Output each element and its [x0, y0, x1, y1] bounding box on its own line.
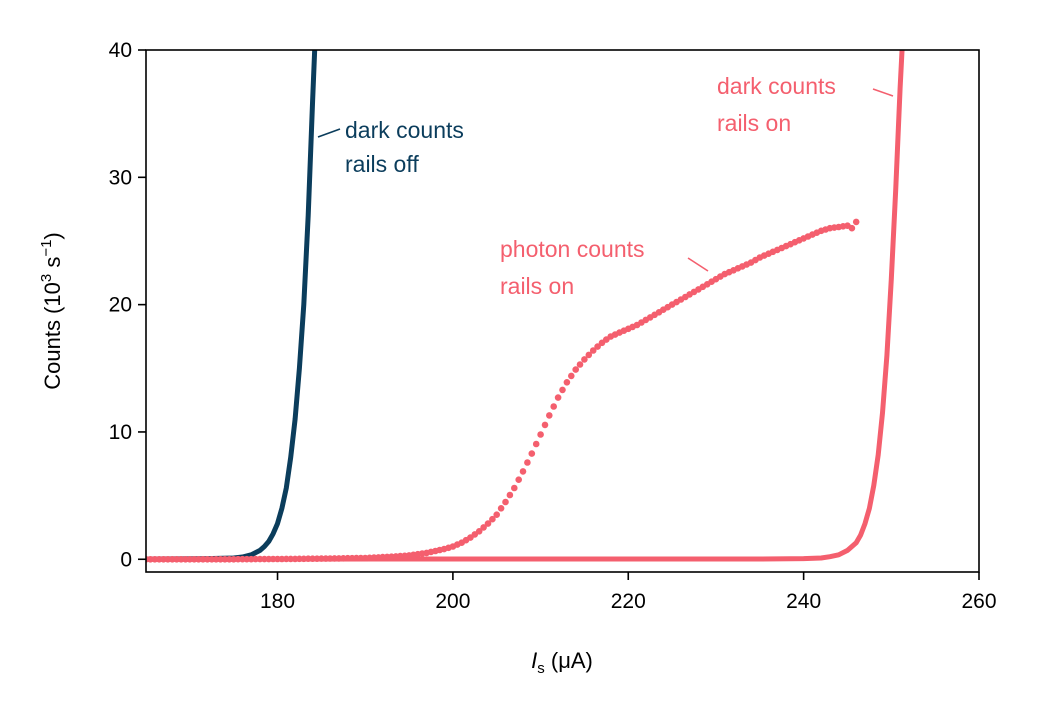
annotation-dark-off-line1: dark counts [345, 117, 464, 143]
annotation-dark-on-leader [872, 88, 894, 97]
y-axis-label: Counts (103 s−1) [38, 232, 65, 390]
data-point [475, 528, 483, 535]
data-point [515, 476, 522, 484]
data-point [528, 450, 536, 457]
data-point [480, 524, 487, 531]
x-axis-unit: (μA) [545, 648, 593, 673]
annotation-photon-on-leader [687, 257, 709, 272]
data-point [572, 366, 579, 373]
plot-frame [145, 49, 980, 573]
x-tick-label: 180 [260, 590, 295, 613]
y-tick-label: 30 [109, 166, 132, 189]
annotation-photon-on: photon counts rails on [500, 236, 709, 299]
data-point [506, 491, 514, 499]
data-point [554, 394, 562, 401]
y-axis-sup1: 3 [38, 274, 55, 282]
annotation-dark-off: dark counts rails off [317, 117, 464, 177]
data-point [484, 520, 492, 527]
x-tick-label: 240 [786, 590, 821, 613]
data-point [559, 386, 566, 394]
x-tick-label: 220 [611, 590, 646, 613]
x-axis-label: Is (μA) [531, 648, 593, 677]
axis-ticks: 180 200 220 240 260 0 10 20 30 40 [109, 39, 997, 613]
plot-area [146, 50, 905, 563]
annotation-photon-on-line1: photon counts [500, 236, 645, 262]
data-point [497, 505, 505, 512]
x-tick-label: 260 [961, 590, 996, 613]
annotation-dark-on-line1: dark counts [717, 73, 836, 99]
y-tick-label: 40 [109, 39, 132, 62]
annotation-dark-off-line2: rails off [345, 151, 419, 177]
data-point [511, 484, 518, 492]
y-tick-label: 10 [109, 421, 132, 444]
series-line-dark_off [146, 50, 318, 562]
data-point [563, 379, 571, 386]
data-point [568, 372, 575, 380]
annotation-dark-on-line2: rails on [717, 110, 791, 136]
y-tick-label: 20 [109, 294, 132, 317]
data-point [541, 421, 549, 429]
x-tick-label: 200 [435, 590, 470, 613]
data-point [550, 403, 557, 410]
data-point [594, 343, 601, 350]
data-point [537, 431, 544, 438]
y-axis-mid: s [40, 257, 65, 274]
data-point [576, 361, 584, 368]
y-tick-label: 0 [120, 548, 132, 571]
data-point [852, 218, 860, 226]
y-axis-suffix: ) [40, 232, 65, 239]
data-point [589, 347, 597, 354]
data-point [532, 440, 540, 448]
data-point [546, 412, 553, 419]
annotation-photon-on-line2: rails on [500, 273, 574, 299]
data-point [519, 468, 527, 475]
x-axis-symbol: I [531, 648, 537, 673]
data-point [493, 511, 501, 518]
annotation-dark-on: dark counts rails on [717, 73, 894, 136]
data-point [581, 356, 588, 363]
data-point [502, 498, 509, 506]
data-point [585, 351, 593, 359]
annotation-dark-off-leader [317, 128, 341, 138]
y-axis-prefix: Counts (10 [40, 282, 65, 390]
series-points-photon_on [146, 218, 860, 563]
data-point [524, 459, 531, 466]
data-point [489, 515, 496, 523]
series-line-dark_on [146, 50, 905, 562]
x-axis-subscript: s [537, 660, 545, 677]
y-axis-sup2: −1 [38, 240, 55, 257]
data-point [848, 224, 856, 232]
